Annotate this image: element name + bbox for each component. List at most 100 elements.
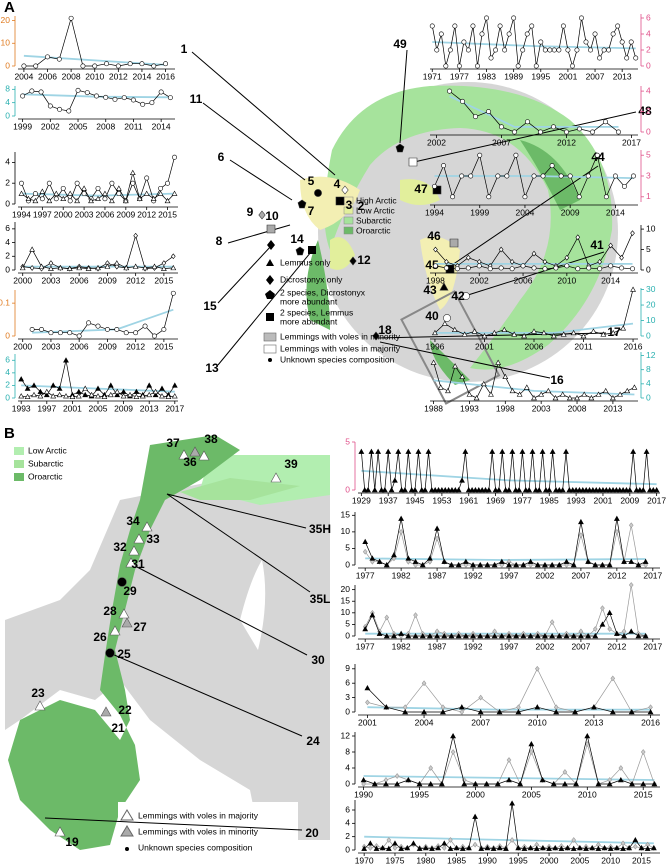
point xyxy=(114,326,120,332)
point xyxy=(392,840,398,846)
point xyxy=(621,632,627,639)
point xyxy=(455,561,462,568)
panel-label: B xyxy=(4,425,15,442)
point xyxy=(428,486,435,493)
point xyxy=(489,448,496,454)
point xyxy=(628,708,635,715)
point xyxy=(386,837,392,843)
point xyxy=(520,561,527,568)
point xyxy=(540,329,547,336)
point xyxy=(429,23,435,29)
point xyxy=(384,614,390,621)
point xyxy=(606,609,613,616)
point xyxy=(361,781,366,787)
y-tick-label: 3 xyxy=(646,170,651,180)
site-label: 4 xyxy=(334,177,341,191)
x-tick-label: 2009 xyxy=(116,209,135,219)
leader-line xyxy=(399,49,408,144)
point xyxy=(606,780,613,787)
series-line xyxy=(32,293,174,337)
point xyxy=(628,39,634,45)
y-tick-label: 0 xyxy=(5,198,10,208)
x-tick-label: 2007 xyxy=(492,137,511,147)
x-tick-label: 2015 xyxy=(158,209,177,219)
point xyxy=(369,612,376,618)
x-tick-label: 1993 xyxy=(460,403,479,413)
point xyxy=(516,486,522,493)
point xyxy=(95,185,101,191)
y-tick-label: 1 xyxy=(646,191,651,201)
point xyxy=(487,266,493,272)
point xyxy=(165,180,171,186)
y-tick-label: 20 xyxy=(341,584,351,594)
point xyxy=(583,39,589,45)
point xyxy=(624,387,631,394)
point xyxy=(632,836,639,843)
point xyxy=(603,486,610,493)
point xyxy=(484,632,491,639)
x-tick-label: 2011 xyxy=(574,341,593,351)
y-tick-label: 0 xyxy=(5,330,10,340)
point xyxy=(523,384,530,390)
point xyxy=(445,387,451,394)
x-tick-label: 2014 xyxy=(132,71,151,81)
point xyxy=(550,332,557,339)
legend-symbol xyxy=(266,313,274,321)
point xyxy=(450,732,456,739)
high-arctic-zone xyxy=(300,176,460,310)
point xyxy=(75,388,82,394)
point xyxy=(494,780,501,787)
point xyxy=(509,258,515,265)
legend-label: Lemmings with voles in majority xyxy=(280,343,401,353)
x-tick-label: 1998 xyxy=(496,403,515,413)
x-tick-label: 2006 xyxy=(95,209,114,219)
y-tick-label: 6 xyxy=(646,12,651,22)
x-tick-label: 1977 xyxy=(356,570,375,580)
point xyxy=(413,612,418,619)
point xyxy=(479,31,485,37)
point xyxy=(585,173,591,179)
point xyxy=(68,15,74,21)
point xyxy=(130,180,136,186)
point xyxy=(521,332,528,339)
point xyxy=(81,185,87,191)
point xyxy=(551,124,556,130)
site-label: 37 xyxy=(166,436,180,450)
point xyxy=(402,708,409,715)
point xyxy=(86,320,92,326)
point xyxy=(542,258,548,265)
point xyxy=(584,732,591,739)
point xyxy=(534,704,541,710)
point xyxy=(476,263,482,269)
site-symbol xyxy=(314,189,322,197)
x-tick-label: 2010 xyxy=(85,71,104,81)
point xyxy=(376,558,383,564)
point xyxy=(466,844,472,851)
point xyxy=(470,632,476,639)
x-tick-label: 2013 xyxy=(603,403,622,413)
point xyxy=(121,95,127,101)
point xyxy=(616,486,623,493)
point xyxy=(651,780,658,787)
point xyxy=(441,163,447,169)
point xyxy=(18,376,25,382)
point xyxy=(620,325,627,331)
point xyxy=(550,780,557,787)
point xyxy=(107,382,114,388)
point xyxy=(57,330,63,336)
land xyxy=(5,470,330,840)
point xyxy=(452,486,459,493)
x-tick-label: 2016 xyxy=(156,71,175,81)
point xyxy=(499,448,506,454)
point xyxy=(441,632,448,639)
point xyxy=(426,555,433,561)
point xyxy=(575,266,581,272)
point xyxy=(433,246,438,253)
point xyxy=(653,486,660,493)
point xyxy=(477,708,484,715)
point xyxy=(373,845,380,851)
point xyxy=(416,780,423,787)
point xyxy=(381,486,388,493)
y-tick-label: 8 xyxy=(345,746,350,756)
point xyxy=(569,63,575,69)
